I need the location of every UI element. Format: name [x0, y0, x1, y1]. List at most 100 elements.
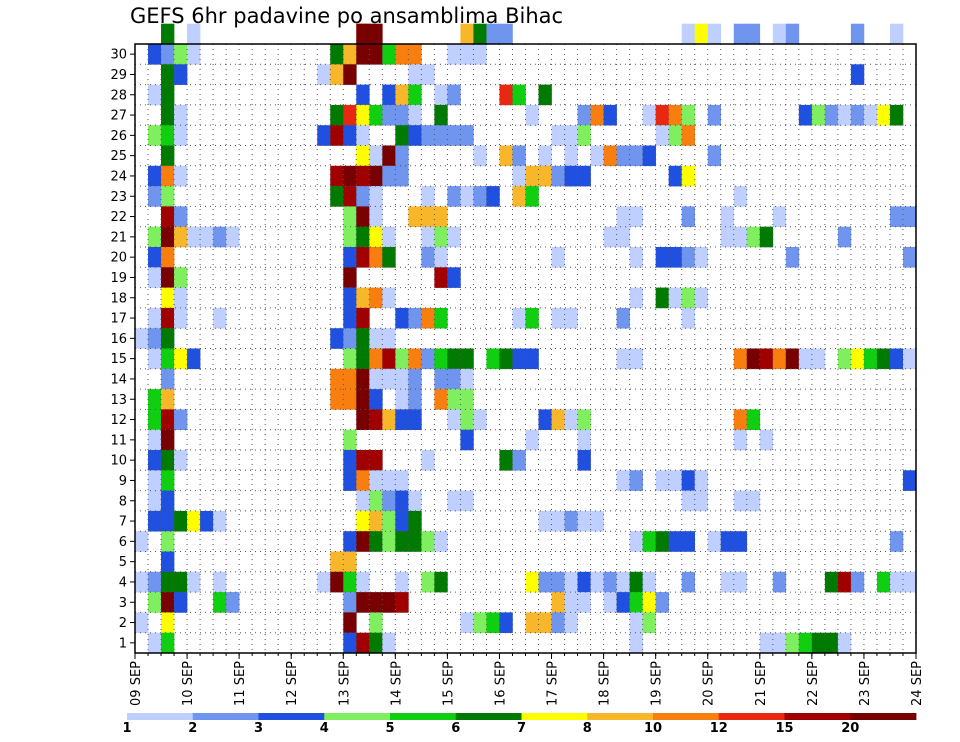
- heatmap-cell: [486, 348, 500, 370]
- heatmap-cell: [200, 510, 214, 532]
- heatmap-cell: [811, 348, 826, 370]
- heatmap-cell: [785, 348, 800, 370]
- heatmap-cell: [590, 510, 604, 532]
- heatmap-cell: [395, 571, 409, 593]
- heatmap-cell: [616, 307, 630, 329]
- heatmap-cell: [369, 23, 383, 45]
- y-tick-label: 3: [119, 596, 127, 611]
- heatmap-cell: [811, 104, 826, 126]
- heatmap-cell: [174, 450, 188, 471]
- heatmap-cell: [525, 165, 539, 187]
- heatmap-cell: [668, 165, 682, 187]
- heatmap-cell: [356, 592, 370, 613]
- heatmap-cell: [447, 267, 461, 288]
- heatmap-cell: [603, 571, 617, 593]
- heatmap-cell: [356, 307, 370, 329]
- heatmap-cell: [343, 592, 357, 613]
- heatmap-cell: [460, 23, 474, 45]
- heatmap-cell: [408, 84, 422, 106]
- heatmap-cell: [343, 531, 357, 552]
- heatmap-cell: [174, 287, 188, 309]
- heatmap-cell: [525, 429, 539, 451]
- heatmap-cell: [369, 470, 383, 491]
- heatmap-cell: [720, 531, 735, 552]
- heatmap-cell: [577, 104, 591, 126]
- heatmap-cell: [135, 571, 149, 593]
- heatmap-cell: [863, 104, 878, 126]
- heatmap-cell: [876, 571, 891, 593]
- heatmap-cell: [395, 531, 409, 552]
- y-tick-label: 19: [110, 271, 127, 286]
- heatmap-cell: [577, 510, 591, 532]
- y-tick-label: 12: [110, 413, 127, 428]
- heatmap-cell: [733, 490, 748, 512]
- heatmap-cell: [161, 84, 175, 106]
- heatmap-cell: [850, 104, 865, 126]
- heatmap-cell: [343, 389, 357, 410]
- heatmap-cell: [148, 490, 162, 512]
- heatmap-cell: [655, 592, 669, 613]
- heatmap-cell: [668, 247, 682, 268]
- heatmap-cell: [161, 409, 175, 430]
- y-tick-label: 26: [110, 129, 127, 144]
- heatmap-cell: [616, 206, 630, 227]
- heatmap-cell: [746, 348, 761, 370]
- heatmap-cell: [187, 23, 201, 45]
- heatmap-cell: [395, 104, 409, 126]
- heatmap-cell: [577, 592, 591, 613]
- heatmap-cell: [356, 44, 370, 65]
- heatmap-cell: [382, 84, 396, 106]
- heatmap-cell: [668, 470, 682, 491]
- heatmap-cell: [356, 186, 370, 207]
- heatmap-cell: [577, 409, 591, 430]
- heatmap-cell: [577, 125, 591, 146]
- heatmap-cell: [421, 531, 435, 552]
- heatmap-cell: [590, 104, 604, 126]
- heatmap-cell: [629, 531, 643, 552]
- colorbar-label: 5: [385, 721, 394, 736]
- heatmap-cell: [226, 592, 240, 613]
- heatmap-cell: [850, 23, 865, 45]
- heatmap-cell: [356, 23, 370, 45]
- colorbar-label: 2: [188, 721, 197, 736]
- y-tick-label: 25: [110, 149, 127, 164]
- heatmap-cell: [434, 125, 448, 146]
- heatmap-cell: [616, 348, 630, 370]
- y-tick-label: 2: [119, 616, 127, 631]
- heatmap-cell: [902, 206, 917, 227]
- heatmap-cell: [642, 571, 656, 593]
- heatmap-cell: [174, 307, 188, 329]
- heatmap-cell: [785, 632, 800, 654]
- heatmap-cell: [369, 186, 383, 207]
- heatmap-cell: [174, 104, 188, 126]
- x-tick-label: 23 SEP: [858, 661, 873, 706]
- heatmap-cell: [525, 571, 539, 593]
- heatmap-cell: [486, 23, 500, 45]
- x-tick-label: 09 SEP: [129, 661, 144, 706]
- heatmap-cell: [564, 612, 578, 633]
- x-tick-label: 14 SEP: [389, 661, 404, 706]
- heatmap-cell: [512, 186, 526, 207]
- heatmap-cell: [720, 571, 735, 593]
- y-tick-label: 22: [110, 210, 127, 225]
- heatmap-cell: [148, 470, 162, 491]
- heatmap-cell: [837, 571, 852, 593]
- heatmap-cell: [161, 612, 175, 633]
- heatmap-cell: [681, 490, 696, 512]
- heatmap-cell: [629, 592, 643, 613]
- heatmap-cell: [460, 389, 474, 410]
- heatmap-cell: [551, 125, 565, 146]
- heatmap-cell: [187, 571, 201, 593]
- heatmap-cell: [434, 84, 448, 106]
- heatmap-cell: [434, 226, 448, 248]
- heatmap-cell: [408, 490, 422, 512]
- y-tick-label: 14: [110, 372, 127, 387]
- heatmap-cell: [343, 328, 357, 349]
- y-tick-label: 29: [110, 68, 127, 83]
- heatmap-cell: [356, 632, 370, 654]
- heatmap-cell: [538, 165, 552, 187]
- heatmap-cell: [174, 226, 188, 248]
- heatmap-cell: [356, 389, 370, 410]
- heatmap-cell: [603, 104, 617, 126]
- heatmap-cell: [746, 490, 761, 512]
